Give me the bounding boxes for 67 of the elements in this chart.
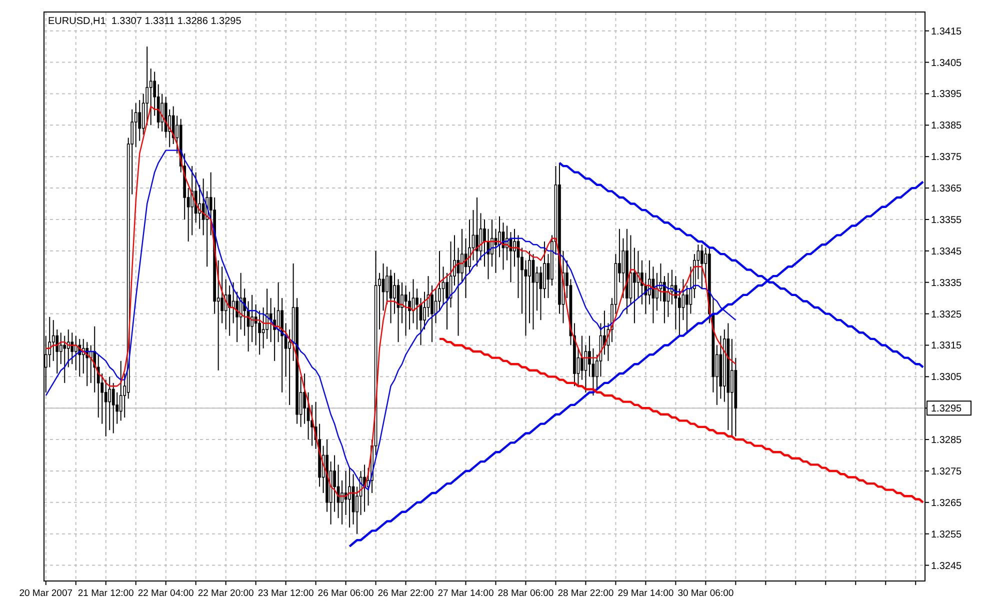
candlestick (678, 288, 681, 336)
candlestick (393, 272, 396, 314)
candlestick (149, 68, 152, 126)
candlestick (202, 178, 205, 236)
y-tick-label: 1.3355 (931, 214, 962, 226)
y-tick-label: 1.3305 (931, 372, 962, 384)
candlestick (686, 284, 688, 334)
candlestick (250, 294, 254, 343)
y-tick-label: 1.3395 (931, 89, 962, 100)
candlestick (104, 379, 108, 437)
y-tick-label: 1.3275 (931, 466, 962, 478)
candlestick (700, 244, 704, 290)
y-tick-label: 1.3315 (931, 340, 962, 352)
chart-title: EURUSD,H1 1.3307 1.3311 1.3286 1.3295 (48, 16, 242, 27)
candlestick (160, 93, 164, 132)
x-tick-label: 28 Mar 22:00 (558, 588, 614, 599)
y-tick-label: 1.3255 (931, 529, 962, 540)
candlestick (70, 332, 74, 365)
x-tick-label: 20 Mar 2007 (19, 588, 73, 599)
candlestick (416, 288, 418, 330)
y-tick-label: 1.3405 (931, 58, 962, 69)
candlestick (119, 360, 122, 422)
candlestick (348, 467, 351, 528)
y-tick-label: 1.3345 (931, 246, 962, 258)
candlestick (423, 291, 426, 330)
x-tick-label: 29 Mar 14:00 (618, 588, 674, 599)
x-tick-label: 26 Mar 22:00 (378, 588, 434, 599)
candlestick (262, 307, 265, 349)
y-tick-label: 1.3415 (931, 26, 962, 38)
ref-line-label: 1.3295 (931, 404, 962, 415)
x-tick-label: 26 Mar 06:00 (318, 588, 374, 599)
y-tick-label: 1.3335 (931, 278, 962, 289)
candlestick (66, 329, 70, 368)
candlestick (134, 102, 138, 148)
y-tick-label: 1.3375 (931, 152, 962, 164)
x-tick-label: 27 Mar 14:00 (438, 588, 494, 599)
candlestick (243, 288, 246, 336)
candlestick (513, 228, 516, 268)
line-series (438, 338, 924, 504)
candlestick (648, 260, 651, 305)
y-tick-label: 1.3285 (931, 435, 962, 446)
x-tick-label: 30 Mar 06:00 (678, 588, 734, 599)
x-tick-label: 23 Mar 12:00 (258, 588, 314, 599)
x-tick-label: 21 Mar 12:00 (78, 588, 134, 599)
candlestick (580, 335, 584, 380)
y-tick-label: 1.3325 (931, 309, 962, 320)
candlestick (333, 454, 336, 512)
candlestick (730, 338, 734, 437)
candlestick (232, 282, 235, 324)
candlestick (663, 276, 666, 324)
candlestick (63, 335, 66, 384)
x-tick-label: 22 Mar 20:00 (198, 588, 254, 599)
y-tick-label: 1.3265 (931, 498, 962, 509)
y-tick-label: 1.3365 (931, 184, 962, 195)
candlestick (303, 373, 306, 424)
candlestick (400, 282, 404, 324)
candlestick (476, 196, 478, 268)
candlestick (228, 284, 232, 336)
y-tick-label: 1.3385 (931, 120, 962, 132)
candlestick (340, 480, 344, 525)
y-tick-label: 1.3245 (931, 560, 962, 572)
candlestick (112, 382, 115, 434)
candlestick (52, 320, 55, 362)
candlestick (528, 250, 531, 324)
x-tick-label: 22 Mar 04:00 (138, 588, 194, 599)
x-tick-label: 28 Mar 06:00 (498, 588, 554, 599)
candlestick (633, 247, 636, 324)
